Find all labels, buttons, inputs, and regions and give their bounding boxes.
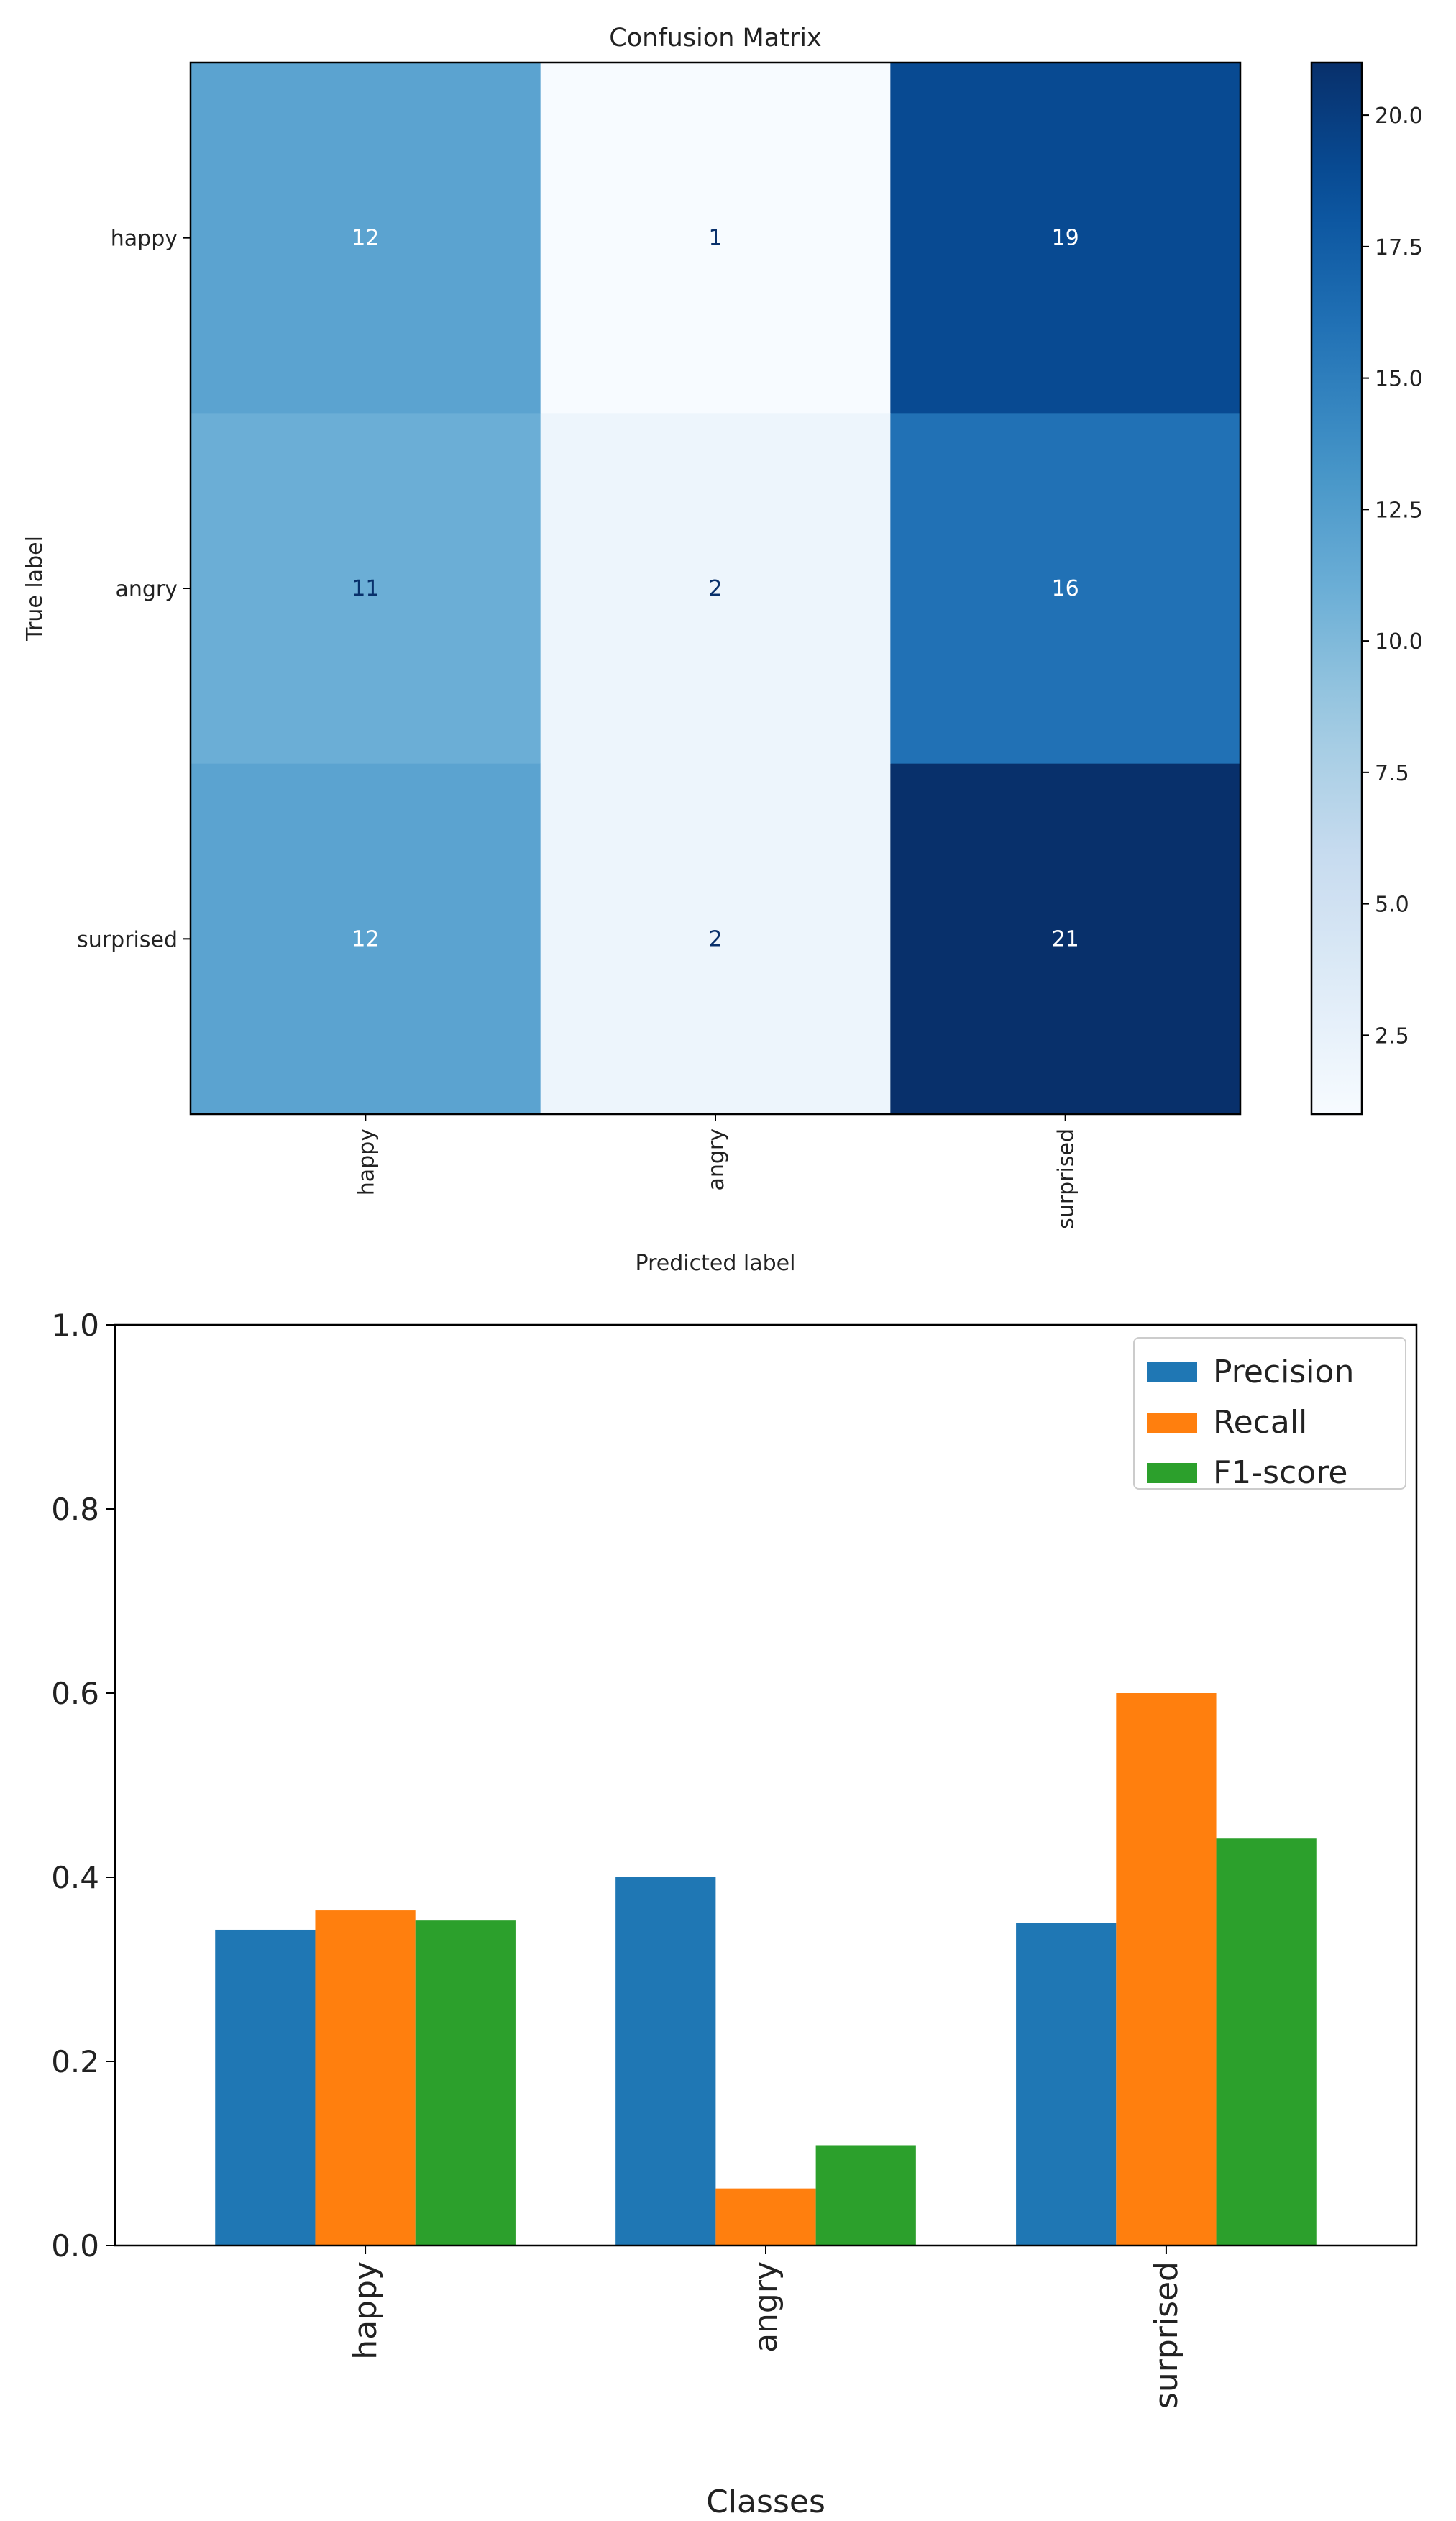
bar-y-tick-label: 0.2 — [51, 2044, 99, 2079]
cm-cell — [540, 413, 891, 765]
cm-cell — [890, 413, 1241, 765]
colorbar-tick-label: 15.0 — [1375, 367, 1423, 392]
colorbar-scale — [1310, 61, 1363, 1116]
legend-swatch — [1147, 1463, 1197, 1483]
bar-precision — [615, 1877, 716, 2246]
bar-f1-score — [1216, 1838, 1317, 2246]
cm-cell-value: 19 — [1052, 226, 1079, 251]
cm-cell — [191, 413, 541, 765]
legend-box — [1133, 1337, 1406, 1490]
bar-legend: Precision Recall F1-score — [1133, 1337, 1406, 1491]
bar-y-tick-label: 0.6 — [51, 1676, 99, 1711]
cm-y-axis-label: True label — [22, 536, 47, 642]
bar-y-ticks: 0.0 0.2 0.4 0.6 0.8 1.0 — [51, 1308, 115, 2264]
legend-label: F1-score — [1213, 1454, 1347, 1491]
bar-recall — [1116, 1693, 1217, 2246]
bar-precision — [1016, 1923, 1117, 2246]
bar-recall — [315, 1910, 416, 2246]
bar-x-tick-label: surprised — [1148, 2261, 1185, 2409]
bar-recall — [715, 2188, 816, 2246]
bar-f1-score — [815, 2145, 916, 2246]
bar-y-tick-label: 0.8 — [51, 1492, 99, 1527]
colorbar-tick-label: 17.5 — [1375, 235, 1423, 260]
cm-cell — [540, 63, 891, 414]
bar-y-tick-label: 0.0 — [51, 2228, 99, 2264]
cm-cell-value: 11 — [352, 576, 379, 601]
legend-label: Recall — [1213, 1404, 1307, 1441]
cm-y-tick-label: happy — [111, 227, 178, 252]
legend-swatch — [1147, 1362, 1197, 1382]
bar-marks-group — [215, 1693, 1317, 2246]
confusion-matrix-chart: Confusion Matrix 12 1 19 11 2 16 12 2 21 happy an… — [22, 24, 1423, 1276]
cm-x-ticks: happy angry surprised — [354, 1114, 1079, 1229]
cm-cell — [890, 63, 1241, 414]
cm-cell — [540, 763, 891, 1115]
cm-cell-value: 21 — [1052, 926, 1079, 952]
cm-x-axis-label: Predicted label — [636, 1251, 796, 1276]
colorbar-tick-label: 10.0 — [1375, 629, 1423, 655]
bar-precision — [215, 1929, 316, 2246]
bar-y-tick-label: 0.4 — [51, 1860, 99, 1895]
legend-swatch — [1147, 1413, 1197, 1433]
colorbar-tick-label: 5.0 — [1375, 893, 1409, 918]
cm-cell-value: 12 — [352, 226, 379, 251]
cm-cell-value: 16 — [1052, 576, 1079, 601]
bar-y-tick-label: 1.0 — [51, 1308, 99, 1343]
cm-cell-value: 1 — [708, 226, 722, 251]
bar-x-tick-label: angry — [748, 2261, 784, 2353]
cm-x-tick-label: happy — [354, 1129, 379, 1195]
cm-y-tick-label: angry — [115, 577, 178, 602]
cm-y-ticks: happy angry surprised — [77, 227, 191, 952]
cm-cell — [191, 63, 541, 414]
colorbar-tick-label: 12.5 — [1375, 498, 1423, 523]
cm-x-tick-label: angry — [704, 1129, 729, 1191]
bar-x-ticks: happy angry surprised — [347, 2246, 1185, 2409]
colorbar-tick-label: 20.0 — [1375, 104, 1423, 129]
bar-x-axis-label: Classes — [706, 2484, 825, 2520]
cm-cell — [890, 763, 1241, 1115]
bar-x-tick-label: happy — [347, 2261, 384, 2360]
colorbar-tick-label: 7.5 — [1375, 761, 1409, 786]
cm-title: Confusion Matrix — [609, 24, 821, 53]
cm-cell-value: 2 — [708, 576, 722, 601]
cm-colorbar: 2.5 5.0 7.5 10.0 12.5 15.0 17.5 20.0 — [1310, 61, 1423, 1116]
bar-f1-score — [415, 1920, 516, 2246]
metrics-bar-chart: 0.0 0.2 0.4 0.6 0.8 1.0 happy angry surprised C… — [51, 1308, 1418, 2520]
cm-cell — [191, 763, 541, 1115]
legend-label: Precision — [1213, 1354, 1354, 1390]
cm-cell-value: 12 — [352, 926, 379, 952]
cm-x-tick-label: surprised — [1054, 1129, 1079, 1229]
cm-y-tick-label: surprised — [77, 927, 178, 952]
cm-cells-group: 12 1 19 11 2 16 12 2 21 — [191, 63, 1241, 1115]
colorbar-tick-label: 2.5 — [1375, 1024, 1409, 1049]
cm-cell-value: 2 — [708, 926, 722, 952]
